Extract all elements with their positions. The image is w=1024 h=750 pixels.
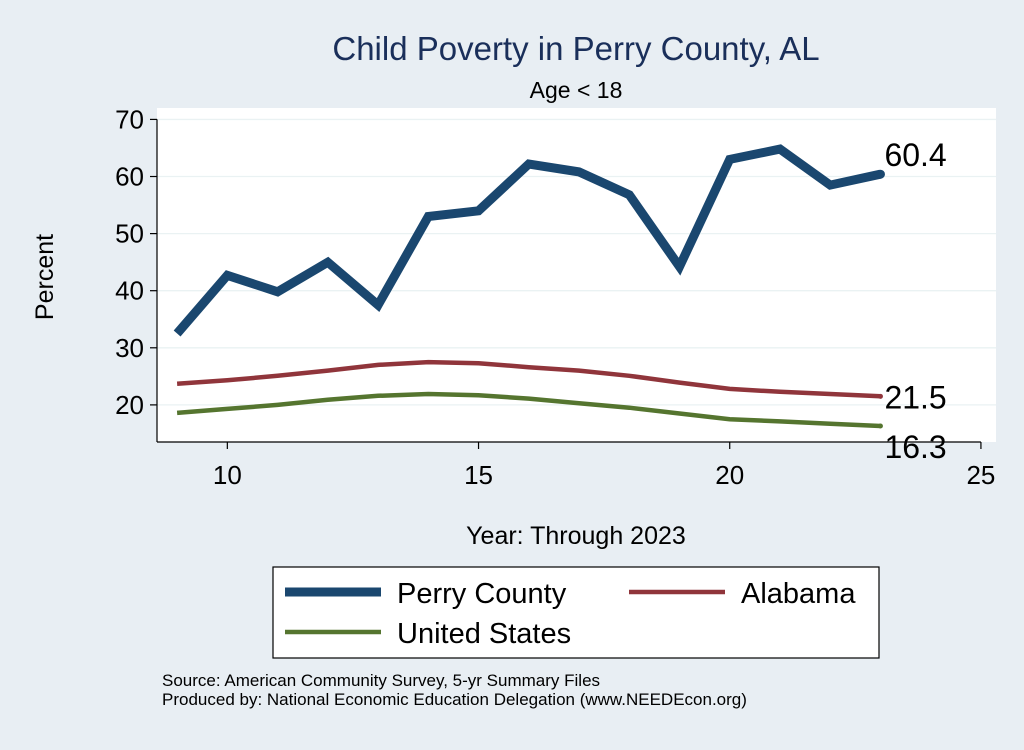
legend-box (272, 566, 880, 659)
series-end-marker (877, 393, 883, 399)
chart-subtitle: Age < 18 (530, 77, 623, 103)
legend-layer: Perry County Alabama United States (285, 578, 856, 650)
plot-area (157, 108, 996, 442)
legend-label: Perry County (397, 578, 567, 610)
produced-by-text: Produced by: National Economic Education… (162, 690, 747, 709)
source-notes: Source: American Community Survey, 5-yr … (162, 671, 747, 709)
legend-label: United States (397, 618, 571, 650)
axis-layer: 20 30 40 50 60 70 10 15 20 25 (115, 104, 995, 490)
series-end-marker (877, 423, 883, 429)
grid-layer (157, 118, 996, 406)
source-text: Source: American Community Survey, 5-yr … (162, 671, 601, 690)
chart-title: Child Poverty in Perry County, AL (332, 30, 819, 67)
series-layer (173, 144, 885, 429)
end-value-label: 16.3 (884, 429, 946, 465)
end-value-label: 60.4 (884, 137, 946, 173)
end-value-label: 21.5 (884, 379, 946, 415)
x-axis-title: Year: Through 2023 (466, 522, 686, 550)
series-line-alabama (176, 359, 881, 399)
y-tick-label: 30 (115, 333, 144, 363)
legend-label: Alabama (741, 578, 856, 610)
y-tick-label: 70 (115, 104, 144, 134)
series-end-marker (875, 169, 885, 179)
series-line-perry-county (173, 144, 882, 337)
y-tick-label: 20 (115, 390, 144, 420)
y-tick-label: 50 (115, 219, 144, 249)
y-tick-label: 40 (115, 276, 144, 306)
x-tick-label: 15 (464, 460, 493, 490)
x-tick-label: 10 (213, 460, 242, 490)
y-tick-label: 60 (115, 162, 144, 192)
series-line-united-states (176, 391, 881, 429)
x-tick-label: 20 (715, 460, 744, 490)
x-tick-label: 25 (966, 460, 995, 490)
label-layer: 60.4 21.5 16.3 (884, 137, 946, 465)
y-axis-title: Percent (31, 234, 59, 320)
